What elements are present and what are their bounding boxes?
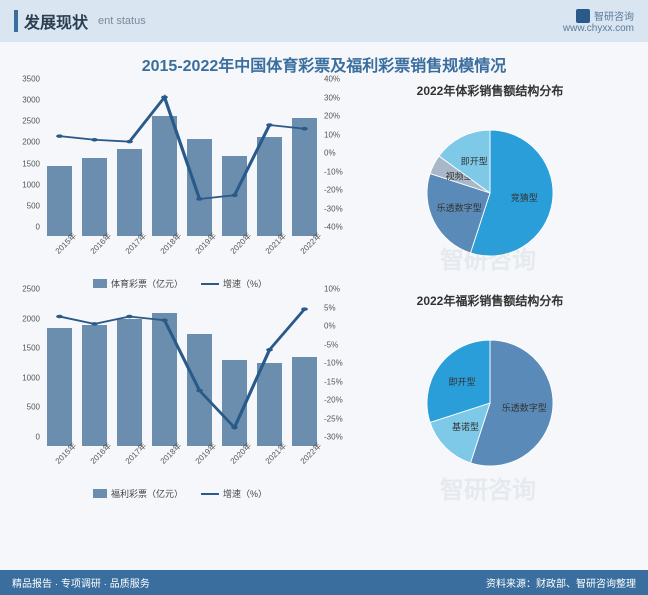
sports-pie-wrap: 2022年体彩销售额结构分布 竞猜型乐透数字型视频型即开型 [360, 82, 620, 292]
header: 发展现状 ent status 智研咨询 www.chyxx.com [0, 0, 648, 42]
svg-text:乐透数字型: 乐透数字型 [437, 202, 482, 213]
sports-lottery-chart: 0500100015002000250030003500-40%-30%-20%… [10, 82, 350, 292]
brand-icon [576, 9, 590, 23]
brand-name: 智研咨询 [594, 8, 634, 23]
svg-text:即开型: 即开型 [461, 157, 488, 167]
header-accent-bar [14, 10, 18, 32]
welfare-pie-wrap: 2022年福彩销售额结构分布 乐透数字型基诺型 即开型 [360, 292, 620, 502]
svg-text:竞猜型: 竞猜型 [511, 192, 538, 203]
sports-pie-title: 2022年体彩销售额结构分布 [360, 82, 620, 99]
brand-url: www.chyxx.com [563, 23, 634, 34]
footer: 精品报告 · 专项调研 · 品质服务 资料来源：财政部、智研咨询整理 [0, 570, 648, 595]
main-title: 2015-2022年中国体育彩票及福利彩票销售规模情况 [0, 52, 648, 76]
svg-text:基诺型: 基诺型 [452, 421, 479, 432]
header-title-en: ent status [98, 15, 146, 27]
welfare-lottery-chart: 05001000150020002500-30%-25%-20%-15%-10%… [10, 292, 350, 502]
footer-right: 资料来源：财政部、智研咨询整理 [486, 575, 636, 590]
header-title-cn: 发展现状 [24, 9, 88, 33]
header-brand-block: 智研咨询 www.chyxx.com [563, 8, 634, 34]
svg-text:即开型: 即开型 [448, 377, 475, 387]
welfare-pie-title: 2022年福彩销售额结构分布 [360, 292, 620, 309]
welfare-pie-chart: 乐透数字型基诺型 即开型 [400, 313, 580, 493]
svg-text:乐透数字型: 乐透数字型 [502, 402, 547, 413]
sports-pie-chart: 竞猜型乐透数字型视频型即开型 [400, 103, 580, 283]
footer-left: 精品报告 · 专项调研 · 品质服务 [12, 575, 150, 590]
